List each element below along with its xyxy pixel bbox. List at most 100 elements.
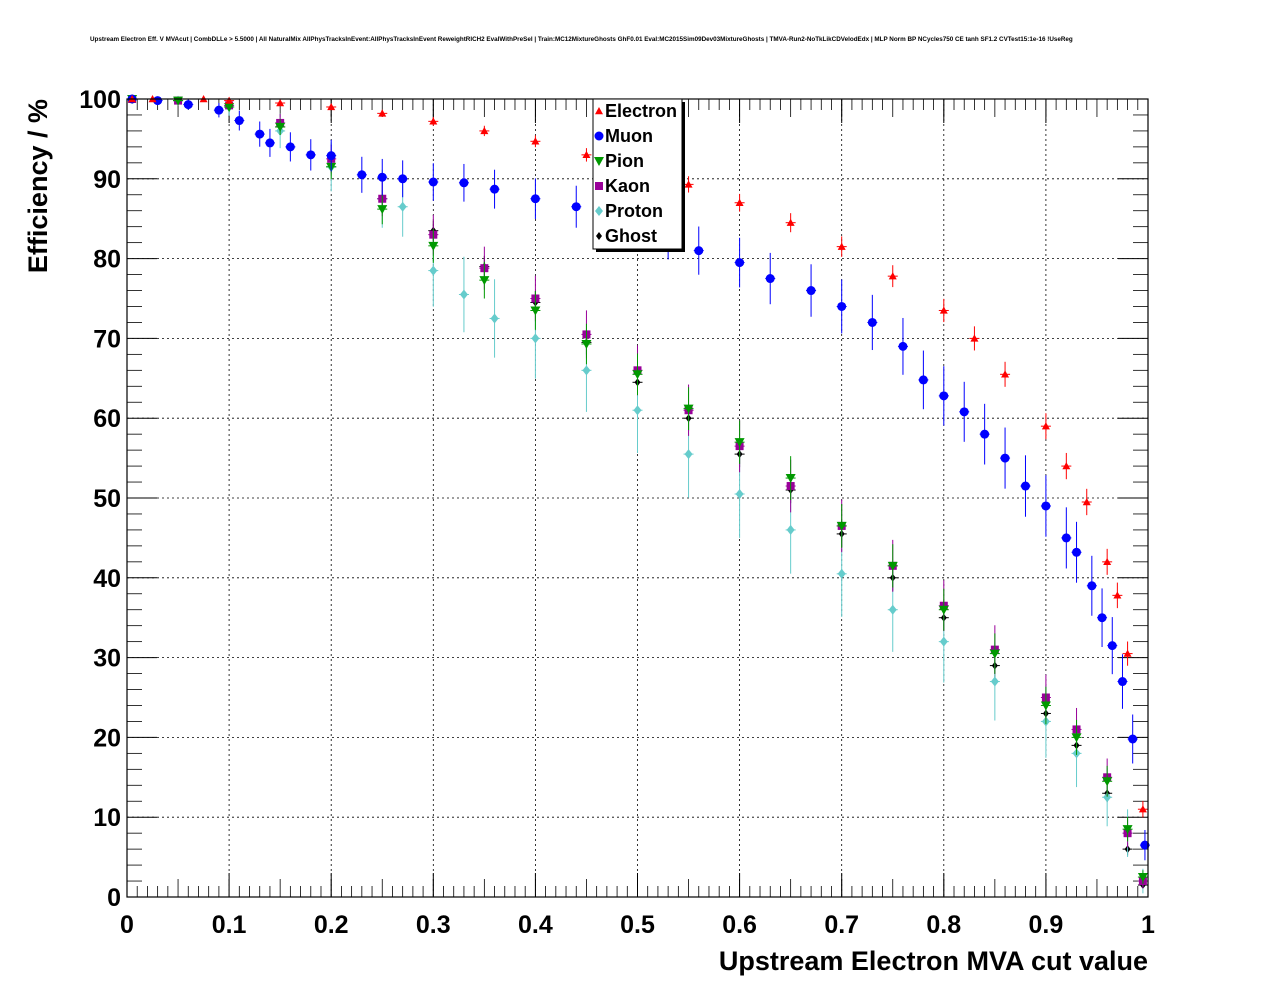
muon-point	[980, 429, 990, 439]
proton-point	[459, 289, 468, 300]
x-tick-label: 0.6	[722, 911, 757, 939]
legend-marker	[595, 206, 603, 216]
proton-point	[735, 489, 744, 500]
y-tick-label: 90	[93, 166, 121, 194]
electron-point	[786, 218, 795, 226]
chart-title: Upstream Electron Eff. V MVAcut | CombDL…	[90, 36, 1073, 43]
muon-point	[735, 258, 745, 268]
pion-point	[224, 102, 235, 112]
legend-marker	[595, 182, 603, 190]
legend-item-muon: Muon	[594, 126, 653, 146]
proton-point	[398, 201, 407, 212]
electron-point	[684, 180, 693, 188]
pion-point	[1040, 701, 1051, 711]
muon-point	[490, 184, 500, 194]
y-axis-title: Efficiency / %	[23, 99, 53, 273]
electron-point	[531, 137, 540, 145]
muon-point	[1000, 453, 1010, 463]
y-tick-label: 60	[93, 405, 121, 433]
proton-point	[531, 333, 540, 344]
muon-point	[1041, 501, 1051, 511]
legend-marker	[596, 232, 602, 240]
pion-point	[479, 276, 490, 286]
electron-point	[276, 98, 285, 107]
electron-point	[1123, 649, 1132, 657]
y-tick-label: 80	[93, 246, 121, 274]
muon-point	[1020, 481, 1030, 491]
muon-point	[1097, 613, 1107, 623]
proton-point	[888, 604, 897, 615]
legend-label: Muon	[605, 126, 653, 146]
x-tick-label: 0.2	[314, 911, 349, 939]
pion-point	[938, 605, 949, 615]
muon-point	[837, 301, 847, 311]
y-tick-label: 30	[93, 645, 121, 673]
x-axis-title: Upstream Electron MVA cut value	[719, 946, 1148, 976]
tick-labels: 0 0.1 0.2 0.3 0.4 0.5 0.6 0.7 0.8 0.9 101020304050…	[79, 86, 1155, 939]
muon-point	[867, 317, 877, 327]
y-tick-label: 20	[93, 724, 121, 752]
x-tick-label: 0.7	[824, 911, 859, 939]
legend-marker	[595, 107, 603, 115]
electron-point	[225, 96, 234, 104]
muon-point	[306, 150, 316, 160]
x-tick-label: 0.5	[620, 911, 655, 939]
x-tick-label: 1	[1141, 911, 1155, 939]
legend-marker	[594, 131, 604, 141]
muon-point	[428, 177, 438, 187]
proton-point	[1103, 792, 1112, 803]
pion-point	[428, 241, 439, 251]
electron-point	[735, 198, 744, 206]
muon-point	[571, 202, 581, 212]
muon-point	[1140, 840, 1150, 850]
x-tick-label: 0.9	[1029, 911, 1064, 939]
x-tick-label: 0.8	[926, 911, 961, 939]
x-tick-label: 0.4	[518, 911, 553, 939]
electron-point	[582, 150, 591, 159]
legend-label: Electron	[605, 101, 677, 121]
electron-point	[1041, 422, 1050, 430]
legend-item-ghost: Ghost	[596, 226, 657, 246]
y-tick-label: 100	[79, 86, 121, 114]
muon-point	[1072, 547, 1082, 557]
pion-point	[785, 474, 796, 484]
muon-point	[398, 174, 408, 184]
electron-point	[1082, 497, 1091, 506]
muon-point	[1087, 581, 1097, 591]
muon-point	[326, 151, 336, 161]
pion-point	[683, 404, 694, 414]
electron-point	[970, 334, 979, 342]
x-tick-label: 0.1	[212, 911, 247, 939]
muon-point	[255, 129, 265, 139]
pion-point	[1071, 733, 1082, 743]
electron-point	[939, 306, 948, 314]
pion-point	[1122, 825, 1133, 835]
y-tick-label: 40	[93, 565, 121, 593]
pion-point	[632, 370, 643, 380]
muon-point	[959, 407, 969, 417]
muon-point	[285, 142, 295, 152]
legend-label: Proton	[605, 201, 663, 221]
muon-point	[214, 105, 224, 115]
electron-point	[837, 242, 846, 250]
proton-point	[429, 265, 438, 276]
y-tick-label: 10	[93, 804, 121, 832]
legend-label: Kaon	[605, 176, 650, 196]
x-tick-label: 0	[120, 911, 134, 939]
muon-point	[939, 391, 949, 401]
muon-point	[234, 116, 244, 126]
x-tick-label: 0.3	[416, 911, 451, 939]
electron-point	[429, 117, 438, 125]
proton-point	[582, 365, 591, 376]
legend-item-electron: Electron	[595, 101, 677, 121]
legend: Electron Muon Pion Kaon Proton Ghost	[592, 98, 685, 252]
muon-point	[918, 375, 928, 385]
electron-point	[378, 109, 387, 117]
electron-point	[480, 126, 489, 135]
muon-point	[377, 172, 387, 182]
pion-point	[734, 438, 745, 448]
muon-point	[1128, 734, 1138, 744]
pion-point	[1102, 777, 1113, 787]
legend-item-kaon: Kaon	[595, 176, 650, 196]
